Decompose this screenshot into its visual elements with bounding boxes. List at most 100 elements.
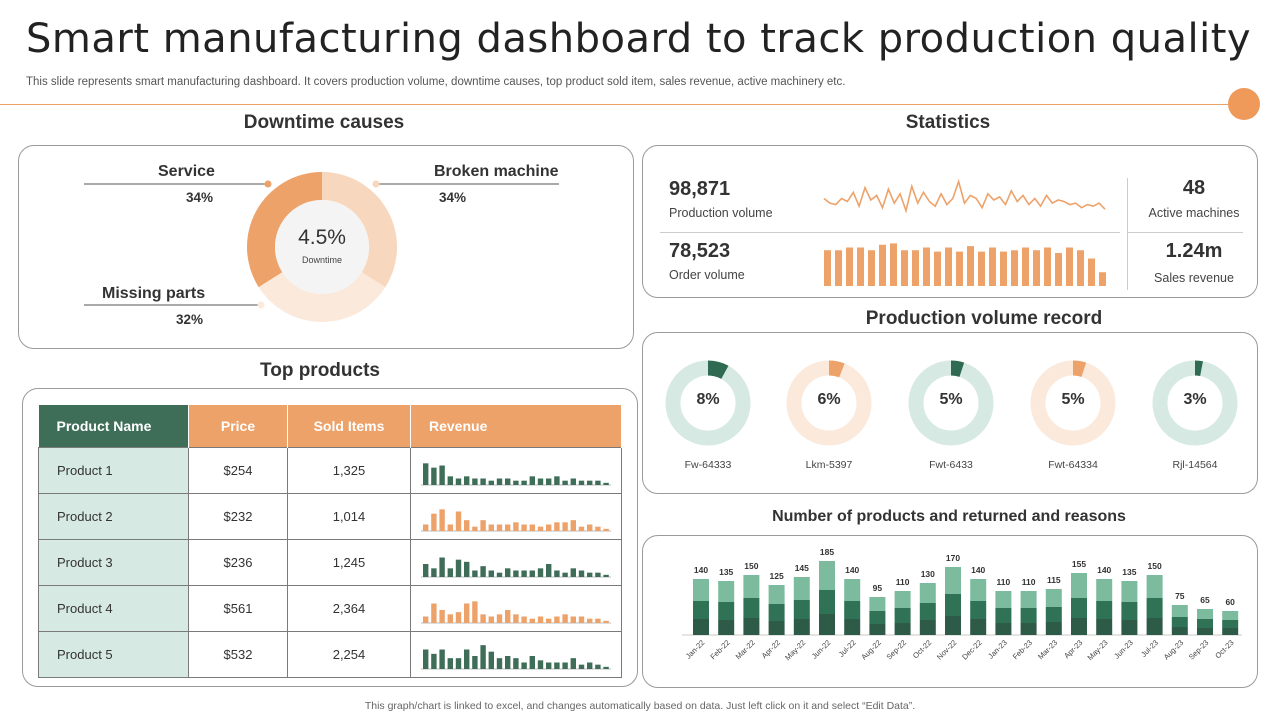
x-tick-label: Oct-22 <box>911 638 933 660</box>
revenue-bar <box>578 570 585 577</box>
production-record-donuts <box>665 360 1238 446</box>
order-volume-value: 78,523 <box>669 240 731 262</box>
revenue-bar <box>587 572 593 577</box>
return-bar-seg <box>1121 581 1138 602</box>
product-name: Product 3 <box>38 539 189 586</box>
revenue-bar <box>603 574 609 577</box>
revenue-bar <box>472 526 478 531</box>
revenue-bar <box>537 616 544 623</box>
revenue-bar <box>521 662 527 669</box>
revenue-bar <box>603 666 609 669</box>
revenue-bar <box>578 480 585 485</box>
revenue-bar <box>595 618 601 623</box>
revenue-bar <box>513 522 519 531</box>
revenue-bar <box>464 476 470 485</box>
return-bar-seg <box>1071 598 1087 618</box>
revenue-bar <box>447 476 453 485</box>
revenue-bar <box>480 645 486 669</box>
return-bar-seg <box>945 616 961 635</box>
x-tick-label: May-22 <box>783 638 807 662</box>
x-tick-label: Oct-23 <box>1213 638 1235 660</box>
x-tick-label: Mar-22 <box>734 638 757 661</box>
donut-slice <box>322 172 397 288</box>
return-bar-seg <box>919 620 936 635</box>
return-bar-seg <box>1146 598 1163 618</box>
revenue-bar <box>464 649 470 669</box>
order-bar <box>945 247 952 286</box>
revenue-bar <box>595 480 601 485</box>
revenue-bar <box>447 524 453 531</box>
x-tick-label: Apr-23 <box>1062 638 1084 660</box>
return-bar-seg <box>919 603 936 620</box>
return-bar-seg <box>869 597 886 611</box>
return-data-label: 130 <box>921 569 935 579</box>
order-bar <box>923 247 930 286</box>
revenue-bar <box>423 564 429 577</box>
revenue-bar <box>578 664 585 669</box>
return-bar-seg <box>1121 602 1138 620</box>
record-pct: 5% <box>939 391 963 408</box>
revenue-bar <box>439 557 445 577</box>
x-tick-label: Mar-23 <box>1036 638 1059 661</box>
return-data-label: 150 <box>744 561 758 571</box>
donut-slice <box>247 172 322 288</box>
donut-slice <box>258 272 386 322</box>
return-bar-seg <box>793 619 810 635</box>
order-bar <box>956 251 963 286</box>
revenue-bar <box>603 620 609 623</box>
revenue-bar <box>546 662 552 669</box>
revenue-bar <box>480 478 486 485</box>
order-bar <box>1099 272 1106 286</box>
order-volume-label: Order volume <box>669 268 745 282</box>
downtime-center-value: 4.5% <box>298 226 346 249</box>
return-bar-seg <box>718 620 735 635</box>
revenue-bar <box>554 570 560 577</box>
order-bar <box>967 246 974 286</box>
order-bar <box>835 250 842 286</box>
x-tick-label: Jun-22 <box>810 638 833 661</box>
revenue-bar <box>562 662 568 669</box>
active-machines-label: Active machines <box>1148 206 1240 220</box>
return-bar-seg <box>1146 618 1163 635</box>
revenue-bar <box>554 522 560 531</box>
record-pct: 3% <box>1183 391 1207 408</box>
revenue-bar <box>431 568 437 577</box>
record-pct: 6% <box>817 391 841 408</box>
revenue-bar <box>488 480 494 485</box>
revenue-bar <box>570 520 576 531</box>
x-tick-label: Jul-23 <box>1139 638 1160 659</box>
revenue-cell <box>410 493 622 540</box>
revenue-bar <box>537 568 544 577</box>
revenue-sparkbars <box>421 601 611 624</box>
production-volume-sparkline <box>823 178 1106 214</box>
return-data-label: 140 <box>845 565 859 575</box>
revenue-sparkbars <box>421 557 611 578</box>
revenue-bar <box>496 478 503 485</box>
return-bar-seg <box>1121 620 1138 635</box>
revenue-bar <box>472 601 478 623</box>
revenue-bar <box>546 564 552 577</box>
missing-parts-leader-dot <box>257 301 265 309</box>
revenue-bar <box>537 660 544 669</box>
return-bar-seg <box>768 585 785 604</box>
return-data-label: 145 <box>795 563 809 573</box>
product-sold: 2,364 <box>287 585 411 632</box>
record-label: Lkm-5397 <box>805 459 853 471</box>
header-accent-dot <box>1228 88 1260 120</box>
revenue-bar <box>488 524 494 531</box>
downtime-donut-chart <box>84 172 559 322</box>
return-bar-seg <box>1222 611 1239 620</box>
record-donut-value <box>708 360 729 379</box>
return-data-label: 115 <box>1047 575 1061 585</box>
order-bar <box>1077 250 1084 286</box>
revenue-bar <box>562 614 568 623</box>
return-bar-seg <box>1045 622 1062 635</box>
revenue-bar <box>431 513 437 531</box>
x-tick-label: Nov-22 <box>935 638 958 661</box>
record-pct: 5% <box>1061 391 1085 408</box>
revenue-bar <box>480 520 486 531</box>
x-tick-label: Aug-23 <box>1162 638 1185 661</box>
revenue-cell <box>410 447 622 494</box>
product-sold: 1,325 <box>287 447 411 494</box>
revenue-bar <box>529 656 535 669</box>
